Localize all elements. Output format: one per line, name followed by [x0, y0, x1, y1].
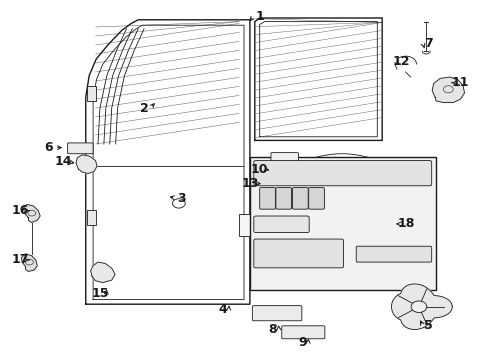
- Bar: [239, 214, 250, 236]
- Text: 6: 6: [45, 141, 53, 154]
- Text: 16: 16: [12, 204, 29, 217]
- FancyBboxPatch shape: [254, 239, 343, 268]
- Text: 4: 4: [219, 303, 227, 316]
- Text: 14: 14: [55, 156, 73, 168]
- FancyBboxPatch shape: [252, 306, 302, 321]
- Text: 2: 2: [140, 102, 149, 114]
- Text: 11: 11: [452, 76, 469, 89]
- Text: 5: 5: [424, 319, 433, 332]
- FancyBboxPatch shape: [282, 326, 325, 339]
- FancyBboxPatch shape: [293, 188, 308, 209]
- Text: 3: 3: [177, 192, 186, 204]
- Polygon shape: [250, 157, 436, 290]
- Text: 7: 7: [424, 37, 433, 50]
- Bar: [87, 210, 96, 225]
- FancyBboxPatch shape: [68, 143, 93, 154]
- FancyBboxPatch shape: [254, 216, 309, 233]
- Text: 9: 9: [298, 336, 307, 349]
- FancyBboxPatch shape: [271, 153, 298, 162]
- FancyBboxPatch shape: [276, 188, 292, 209]
- Text: 18: 18: [398, 217, 416, 230]
- Polygon shape: [91, 262, 115, 283]
- FancyBboxPatch shape: [260, 188, 275, 209]
- Circle shape: [411, 301, 427, 312]
- Text: 13: 13: [241, 177, 259, 190]
- Bar: [87, 86, 96, 101]
- Text: 8: 8: [269, 323, 277, 336]
- Text: 15: 15: [92, 287, 109, 300]
- FancyBboxPatch shape: [254, 161, 432, 186]
- Polygon shape: [24, 204, 40, 222]
- Text: 10: 10: [251, 163, 269, 176]
- Polygon shape: [22, 254, 37, 271]
- Text: 1: 1: [255, 10, 264, 23]
- Polygon shape: [392, 284, 452, 329]
- Polygon shape: [76, 155, 97, 174]
- Polygon shape: [432, 77, 465, 103]
- FancyBboxPatch shape: [356, 246, 432, 262]
- Text: 12: 12: [393, 55, 411, 68]
- FancyBboxPatch shape: [309, 188, 324, 209]
- Text: 17: 17: [12, 253, 29, 266]
